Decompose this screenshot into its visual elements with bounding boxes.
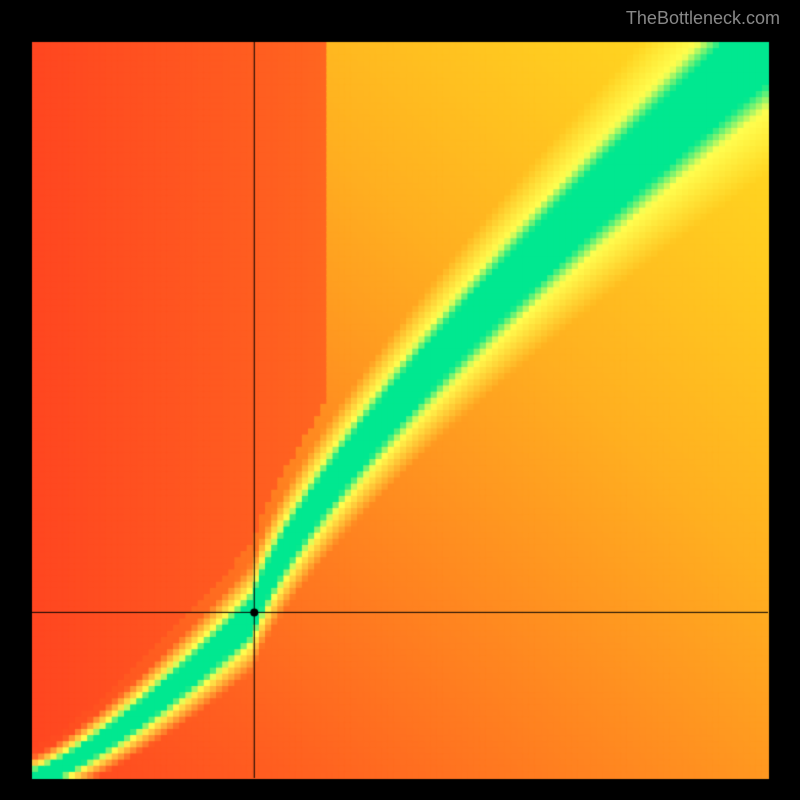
chart-container: TheBottleneck.com — [0, 0, 800, 800]
bottleneck-heatmap — [0, 0, 800, 800]
attribution-label: TheBottleneck.com — [626, 8, 780, 29]
